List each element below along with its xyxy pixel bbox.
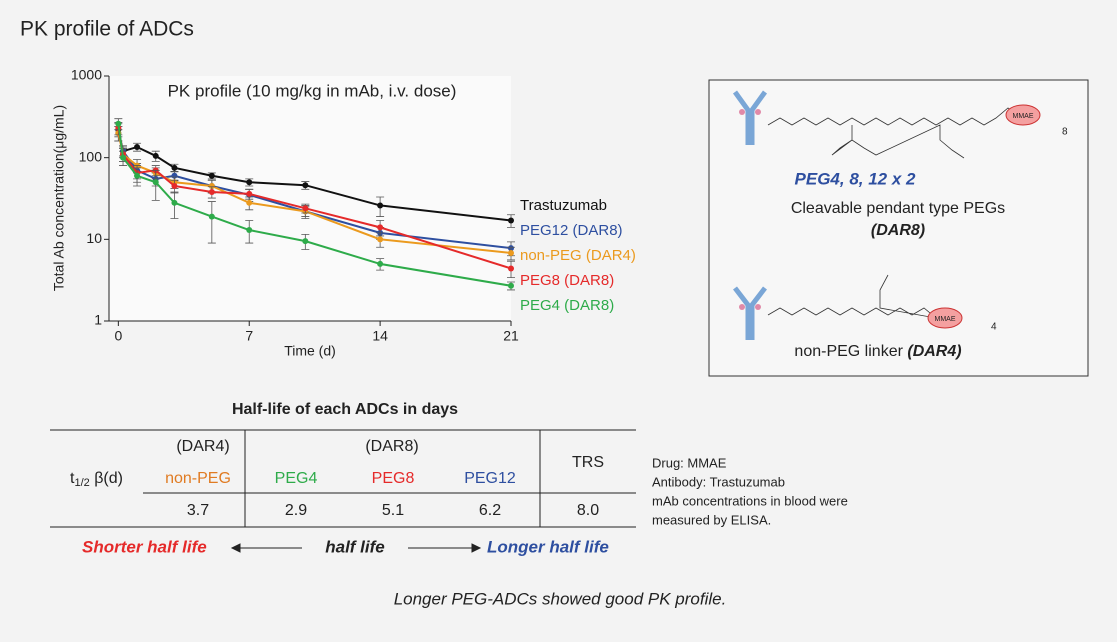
series-line (117, 127, 512, 270)
data-point (208, 182, 215, 189)
repeat-label: 8 (1062, 127, 1068, 138)
error-bar (151, 169, 160, 201)
legend-label: PEG4 (DAR8) (520, 297, 614, 314)
data-point (508, 282, 514, 289)
column-header: non-PEG (165, 470, 231, 487)
repeat-label: 4 (991, 322, 997, 333)
y-tick-label: 10 (86, 230, 102, 246)
structure-box (708, 79, 1089, 377)
row-label-main: t (70, 470, 75, 487)
table-title: Half-life of each ADCs in days (232, 401, 458, 418)
note: mAb concentrations in blood were (652, 493, 848, 508)
column-header: PEG8 (372, 470, 415, 487)
row-label-rest: β(d) (90, 470, 123, 487)
structure-caption: Cleavable pendant type PEGs (791, 200, 1005, 217)
caption-text: non-PEG linker (794, 343, 907, 360)
linker-structure (767, 274, 938, 319)
structure-dar: (DAR8) (871, 222, 925, 239)
row-label-sub: 1/2 (74, 477, 89, 489)
table-cell: 6.2 (479, 502, 501, 519)
legend-label: Trastuzumab (520, 197, 607, 214)
series-line (117, 132, 512, 255)
table-cell: 8.0 (577, 502, 599, 519)
chart-title: PK profile (10 mg/kg in mAb, i.v. dose) (168, 81, 457, 100)
y-axis-label: Total Ab concentration(μg/mL) (51, 105, 67, 291)
data-point (377, 202, 384, 209)
note: Drug: MMAE (652, 455, 727, 470)
payload-ellipse (1005, 104, 1041, 126)
series-line (117, 123, 512, 287)
data-point (246, 199, 253, 206)
data-point (302, 205, 309, 212)
data-point (171, 182, 178, 189)
table-cell: 2.9 (285, 502, 307, 519)
data-point (120, 154, 127, 161)
x-tick-label: 14 (372, 328, 388, 344)
data-point (171, 199, 178, 206)
y-tick-label: 100 (79, 148, 103, 164)
table-group: (DAR4) (176, 438, 229, 455)
error-bar (207, 201, 216, 244)
data-point (508, 265, 514, 272)
structure-caption: non-PEG linker (DAR4) (794, 343, 961, 360)
page-title: PK profile of ADCs (20, 18, 194, 41)
table-rules (50, 429, 636, 528)
note: measured by ELISA. (652, 512, 771, 527)
x-axis-label: Time (d) (284, 343, 336, 359)
footer: Longer PEG-ADCs showed good PK profile. (394, 589, 727, 608)
data-point (208, 213, 215, 220)
table-group: (DAR8) (365, 438, 418, 455)
data-point (208, 172, 215, 179)
legend-label: PEG8 (DAR8) (520, 272, 614, 289)
data-point (302, 182, 309, 189)
y-tick-label: 1000 (71, 67, 102, 83)
data-point (246, 179, 253, 186)
y-tick-label: 1 (94, 312, 102, 328)
x-tick-label: 0 (114, 328, 122, 344)
payload-label: MMAE (1013, 113, 1034, 120)
data-point (377, 260, 384, 267)
x-tick-label: 7 (245, 328, 253, 344)
data-point (115, 120, 122, 127)
row-label: t1/2 β(d) (70, 470, 123, 489)
structure-title: PEG4, 8, 12 x 2 (795, 169, 917, 188)
data-point (246, 190, 253, 197)
series-line (117, 129, 512, 222)
data-point (134, 172, 141, 179)
data-point (246, 227, 253, 234)
caption-dar: (DAR4) (907, 343, 961, 360)
data-point (152, 179, 159, 186)
column-header: PEG12 (464, 470, 516, 487)
table-cell: 3.7 (187, 502, 209, 519)
table-cell: 5.1 (382, 502, 404, 519)
legend-label: PEG12 (DAR8) (520, 222, 623, 239)
data-point (208, 188, 215, 195)
data-point (508, 217, 514, 224)
data-point (377, 224, 384, 231)
column-header: PEG4 (275, 470, 318, 487)
payload-ellipse (927, 307, 963, 329)
data-point (134, 144, 141, 151)
legend-label: non-PEG (DAR4) (520, 247, 636, 264)
x-tick-label: 21 (503, 328, 519, 344)
data-point (171, 164, 178, 171)
data-point (508, 250, 514, 257)
linker-branch (831, 124, 965, 159)
antibody-icon (732, 90, 768, 340)
linker-structure (767, 107, 1021, 126)
data-point (377, 236, 384, 243)
data-point (302, 238, 309, 245)
payload-label: MMAE (935, 316, 956, 323)
scale-right: Longer half life (487, 537, 609, 556)
plot-area (109, 76, 511, 321)
scale-middle: half life (325, 537, 385, 556)
scale-arrows (230, 543, 482, 553)
note: Antibody: Trastuzumab (652, 474, 785, 489)
scale-left: Shorter half life (82, 537, 207, 556)
table-group: TRS (572, 454, 604, 471)
data-point (152, 152, 159, 159)
